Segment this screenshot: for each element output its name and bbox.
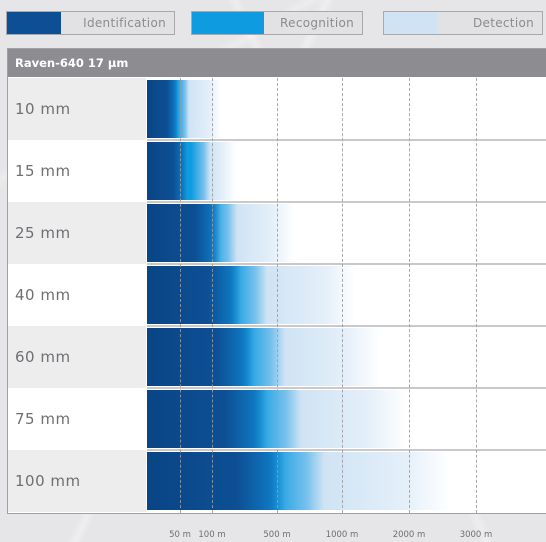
category-label: 75 mm bbox=[15, 410, 71, 428]
gridline bbox=[409, 78, 410, 513]
legend-label: Detection bbox=[473, 16, 534, 30]
x-tick-label: 100 m bbox=[198, 530, 226, 540]
legend-swatch bbox=[384, 12, 438, 34]
category-label: 100 mm bbox=[8, 450, 146, 512]
legend-label: Recognition bbox=[280, 16, 354, 30]
bar-row bbox=[147, 452, 546, 510]
x-tick-label: 2000 m bbox=[392, 530, 426, 540]
x-tick-label: 50 m bbox=[169, 530, 191, 540]
legend-item-detection: Detection bbox=[383, 11, 543, 35]
bar-identification bbox=[147, 80, 178, 138]
bar-identification bbox=[147, 452, 285, 510]
x-tick-label: 500 m bbox=[263, 530, 291, 540]
row-separator bbox=[147, 387, 546, 389]
gridline bbox=[180, 78, 181, 513]
category-label: 60 mm bbox=[8, 326, 146, 388]
gridline bbox=[277, 78, 278, 513]
category-label: 15 mm bbox=[15, 162, 71, 180]
row-separator bbox=[147, 139, 546, 141]
bar-row bbox=[147, 80, 546, 138]
category-label: 10 mm bbox=[8, 78, 146, 140]
category-label: 25 mm bbox=[8, 202, 146, 264]
bar-row bbox=[147, 204, 546, 262]
legend-swatch bbox=[192, 12, 264, 34]
bar-row bbox=[147, 328, 546, 386]
legend-label: Identification bbox=[83, 16, 166, 30]
category-label: 40 mm bbox=[15, 286, 71, 304]
bar-row bbox=[147, 266, 546, 324]
bar-identification bbox=[147, 266, 241, 324]
bar-identification bbox=[147, 390, 267, 448]
bar-row bbox=[147, 142, 546, 200]
bar-identification bbox=[147, 328, 254, 386]
legend-swatch bbox=[7, 12, 61, 34]
bar-row bbox=[147, 390, 546, 448]
gridline bbox=[342, 78, 343, 513]
legend-item-recognition: Recognition bbox=[191, 11, 363, 35]
row-separator bbox=[147, 263, 546, 265]
row-separator bbox=[147, 449, 546, 451]
x-tick-label: 1000 m bbox=[325, 530, 359, 540]
x-tick-label: 3000 m bbox=[459, 530, 493, 540]
row-separator bbox=[147, 325, 546, 327]
gridline bbox=[476, 78, 477, 513]
gridline bbox=[212, 78, 213, 513]
range-chart-panel: Raven-640 17 µm 10 mm 15 mm 25 mm 40 mm 60 m… bbox=[7, 48, 546, 514]
chart-title: Raven-640 17 µm bbox=[8, 49, 546, 77]
row-separator bbox=[147, 201, 546, 203]
bar-identification bbox=[147, 142, 188, 200]
bar-identification bbox=[147, 204, 222, 262]
legend-item-identification: Identification bbox=[6, 11, 175, 35]
